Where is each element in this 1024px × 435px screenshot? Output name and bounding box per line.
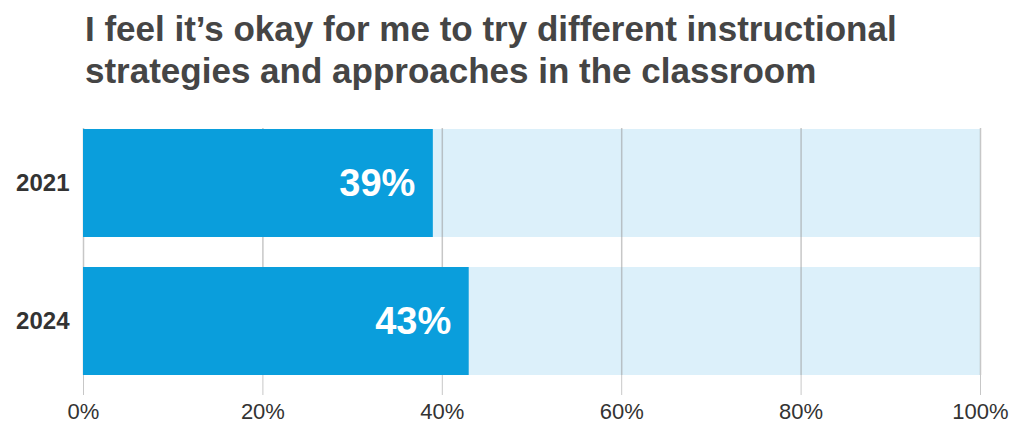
svg-text:100%: 100% [952, 399, 1008, 424]
svg-text:80%: 80% [779, 399, 823, 424]
svg-text:0%: 0% [68, 399, 100, 424]
html-text:I feel it’s okay for me to try: I feel it’s okay for me to try different… [85, 9, 897, 90]
svg-text:39%: 39% [339, 162, 415, 204]
svg-text:40%: 40% [420, 399, 464, 424]
svg-text:60%: 60% [600, 399, 644, 424]
svg-text:43%: 43% [375, 300, 451, 342]
svg-text:2021: 2021 [16, 169, 69, 196]
svg-text:20%: 20% [241, 399, 285, 424]
svg-text:2024: 2024 [16, 307, 70, 334]
